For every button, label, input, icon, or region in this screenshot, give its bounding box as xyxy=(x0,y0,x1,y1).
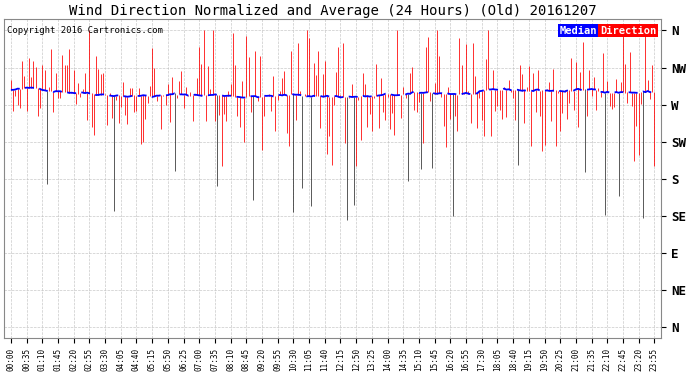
Text: Median: Median xyxy=(560,26,597,36)
Title: Wind Direction Normalized and Average (24 Hours) (Old) 20161207: Wind Direction Normalized and Average (2… xyxy=(69,4,596,18)
Text: Copyright 2016 Cartronics.com: Copyright 2016 Cartronics.com xyxy=(8,26,164,35)
Text: Direction: Direction xyxy=(600,26,656,36)
